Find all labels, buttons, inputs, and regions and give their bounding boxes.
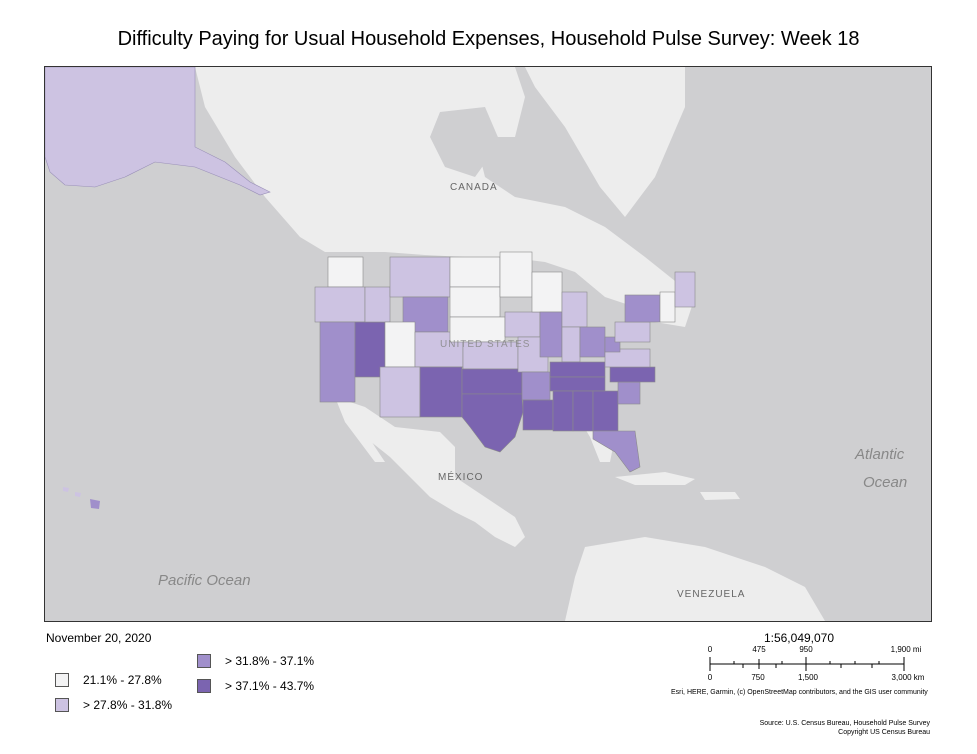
state-kentucky[interactable]: [549, 361, 606, 378]
legend-item-4: > 37.1% - 43.7%: [197, 679, 314, 693]
arctic-island: [305, 67, 375, 92]
legend-item-2: > 27.8% - 31.8%: [55, 698, 172, 712]
scale-km-0: 0: [708, 673, 713, 682]
scale-mi-0: 0: [708, 645, 713, 654]
basemap: CANADA UNITED STATES MÉXICO VENEZUELA At…: [45, 67, 931, 621]
state-virginia[interactable]: [604, 348, 651, 368]
state-indiana[interactable]: [561, 326, 581, 363]
state-north-dakota[interactable]: [449, 256, 501, 288]
greenland: [525, 67, 685, 217]
scale-bar-graphic: 0 475 950 1,900 mi 0 750 1,500 3,000 km: [708, 645, 925, 682]
hawaii-island[interactable]: [75, 492, 81, 497]
state-louisiana[interactable]: [522, 399, 554, 431]
scale-mi-950: 950: [799, 645, 813, 654]
legend-swatch-2: [55, 698, 69, 712]
state-oklahoma[interactable]: [461, 368, 523, 395]
alaska[interactable]: [45, 67, 271, 196]
state-florida[interactable]: [592, 430, 641, 473]
state-oregon[interactable]: [314, 286, 366, 323]
scale-ratio: 1:56,049,070: [763, 631, 835, 645]
baja-land: [345, 407, 385, 462]
state-iowa[interactable]: [504, 311, 541, 338]
date-label: November 20, 2020: [46, 631, 152, 645]
state-montana[interactable]: [389, 256, 451, 298]
state-alabama[interactable]: [572, 390, 594, 432]
state-georgia[interactable]: [592, 390, 619, 432]
basemap-credits: Esri, HERE, Garmin, (c) OpenStreetMap co…: [671, 689, 928, 696]
label-mexico: MÉXICO: [438, 470, 483, 483]
legend-label-1: 21.1% - 27.8%: [83, 673, 162, 687]
label-atlantic-ocean: Ocean: [863, 474, 907, 491]
label-pacific-ocean: Pacific Ocean: [158, 572, 251, 589]
state-north-carolina[interactable]: [609, 366, 656, 383]
legend-item-1: 21.1% - 27.8%: [55, 673, 162, 687]
mexico-land: [335, 397, 525, 547]
source-line: Source: U.S. Census Bureau, Household Pu…: [759, 720, 930, 727]
state-michigan[interactable]: [561, 291, 588, 328]
legend-label-2: > 27.8% - 31.8%: [83, 698, 173, 712]
state-arkansas[interactable]: [521, 371, 551, 401]
state-wisconsin[interactable]: [531, 271, 563, 313]
state-new-mexico[interactable]: [419, 366, 463, 418]
legend-label-4: > 37.1% - 43.7%: [225, 679, 315, 693]
hudson-bay: [430, 107, 500, 177]
state-washington[interactable]: [327, 256, 364, 288]
state-mississippi[interactable]: [552, 390, 574, 432]
scale-km-1500: 1,500: [798, 673, 819, 682]
scale-km-750: 750: [751, 673, 765, 682]
state-illinois[interactable]: [539, 311, 563, 358]
label-canada: CANADA: [450, 182, 498, 193]
label-venezuela: VENEZUELA: [677, 589, 745, 600]
scale-mi-1900: 1,900 mi: [891, 645, 922, 654]
legend-swatch-4: [197, 679, 211, 693]
label-atlantic: Atlantic: [854, 446, 905, 463]
state-utah[interactable]: [384, 321, 416, 368]
state-south-carolina[interactable]: [617, 381, 641, 405]
scale-mi-475: 475: [752, 645, 766, 654]
source-block: Source: U.S. Census Bureau, Household Pu…: [760, 719, 930, 737]
copyright-line: Copyright US Census Bureau: [838, 729, 930, 736]
state-maine[interactable]: [674, 271, 696, 308]
state-ohio[interactable]: [579, 326, 606, 358]
canada-land: [195, 67, 695, 327]
south-america-land: [565, 537, 825, 621]
state-arizona[interactable]: [379, 366, 421, 418]
hawaii-island[interactable]: [63, 487, 69, 492]
legend-swatch-3: [197, 654, 211, 668]
states-group: [314, 251, 696, 473]
hawaii-big-island[interactable]: [90, 499, 100, 509]
cuba: [615, 472, 695, 485]
state-minnesota[interactable]: [499, 251, 533, 298]
state-idaho[interactable]: [364, 286, 391, 323]
state-tennessee[interactable]: [549, 376, 606, 392]
state-new-england-south[interactable]: [659, 291, 676, 323]
hispaniola: [700, 492, 740, 500]
legend-item-3: > 31.8% - 37.1%: [197, 654, 314, 668]
legend-swatch-1: [55, 673, 69, 687]
state-new-york[interactable]: [624, 294, 661, 323]
state-nebraska[interactable]: [449, 316, 506, 343]
state-pennsylvania[interactable]: [614, 321, 651, 343]
state-south-dakota[interactable]: [449, 286, 501, 318]
legend-label-3: > 31.8% - 37.1%: [225, 654, 315, 668]
scale-km-3000: 3,000 km: [892, 673, 925, 682]
state-california[interactable]: [319, 321, 356, 403]
state-kansas[interactable]: [462, 341, 519, 370]
arctic-island: [385, 72, 445, 99]
map-frame[interactable]: CANADA UNITED STATES MÉXICO VENEZUELA At…: [44, 66, 932, 622]
label-united-states: UNITED STATES: [440, 339, 530, 350]
map-title: Difficulty Paying for Usual Household Ex…: [117, 28, 860, 50]
